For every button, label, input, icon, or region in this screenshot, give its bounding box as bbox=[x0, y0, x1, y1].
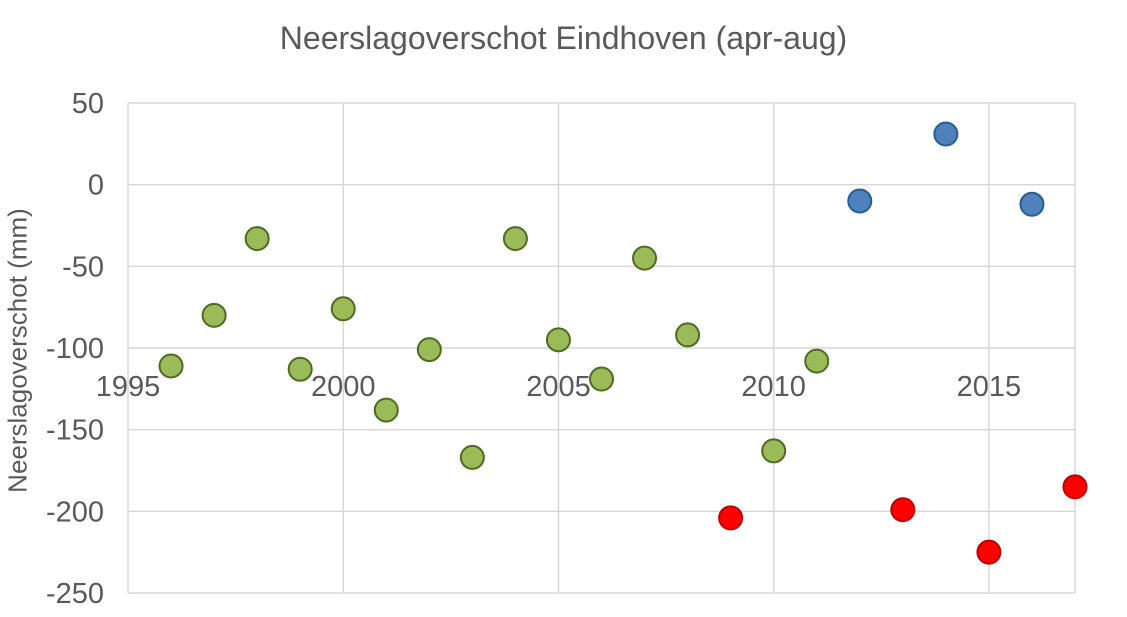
data-point-red bbox=[890, 497, 916, 523]
x-tick-label: 2000 bbox=[311, 371, 376, 403]
data-point-green bbox=[459, 444, 485, 470]
x-tick-label: 2010 bbox=[741, 371, 806, 403]
data-point-red bbox=[1062, 474, 1088, 500]
data-point-blue bbox=[1019, 191, 1045, 217]
data-point-green bbox=[330, 296, 356, 322]
data-point-green bbox=[287, 356, 313, 382]
data-point-green bbox=[416, 337, 442, 363]
data-point-blue bbox=[847, 188, 873, 214]
x-tick-label: 2015 bbox=[957, 371, 1022, 403]
data-point-red bbox=[976, 539, 1002, 565]
data-point-green bbox=[675, 322, 701, 348]
y-tick-label: -150 bbox=[46, 415, 104, 447]
y-tick-label: -50 bbox=[62, 251, 104, 283]
data-point-green bbox=[373, 397, 399, 423]
y-tick-label: -200 bbox=[46, 496, 104, 528]
data-point-green bbox=[502, 226, 528, 252]
data-point-green bbox=[201, 302, 227, 328]
x-tick-label: 1995 bbox=[96, 371, 161, 403]
y-tick-label: 0 bbox=[88, 170, 104, 202]
y-tick-label: 50 bbox=[72, 88, 104, 120]
x-tick-label: 2005 bbox=[526, 371, 591, 403]
data-point-green bbox=[804, 348, 830, 374]
data-point-green bbox=[244, 226, 270, 252]
data-point-green bbox=[632, 245, 658, 271]
y-tick-label: -250 bbox=[46, 578, 104, 610]
y-tick-label: -100 bbox=[46, 333, 104, 365]
data-point-green bbox=[545, 327, 571, 353]
data-point-green bbox=[158, 353, 184, 379]
chart-title: Neerslagoverschot Eindhoven (apr-aug) bbox=[279, 20, 848, 56]
data-point-red bbox=[718, 505, 744, 531]
data-point-blue bbox=[933, 121, 959, 147]
data-point-green bbox=[589, 366, 614, 392]
data-point-green bbox=[761, 438, 787, 464]
